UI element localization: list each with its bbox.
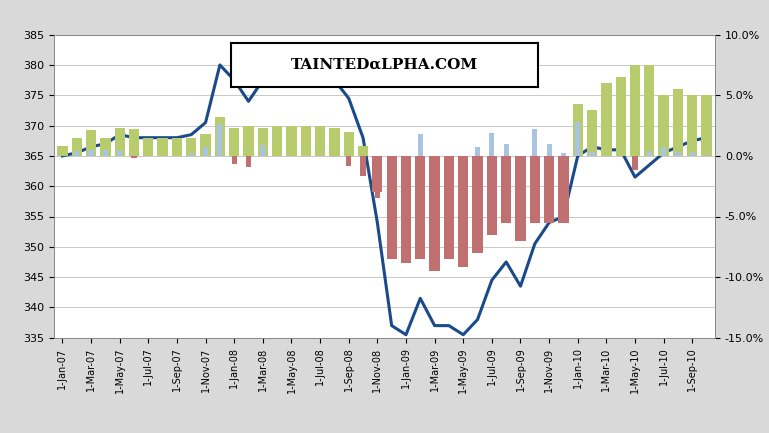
Bar <box>461 156 466 161</box>
Bar <box>315 126 325 156</box>
Bar <box>258 128 268 156</box>
Bar <box>687 95 697 156</box>
Bar <box>601 83 611 156</box>
Bar <box>286 126 297 156</box>
Bar <box>429 156 440 271</box>
Bar <box>401 156 411 262</box>
Bar <box>472 156 483 253</box>
Bar <box>215 117 225 156</box>
Bar <box>372 156 382 192</box>
Bar <box>615 77 626 156</box>
Bar <box>547 144 551 156</box>
Bar <box>129 129 139 156</box>
Bar <box>318 155 323 156</box>
Bar <box>260 145 265 156</box>
Bar <box>661 147 666 156</box>
Bar <box>358 146 368 156</box>
Bar <box>88 150 94 156</box>
Bar <box>415 156 425 259</box>
Bar <box>518 156 523 171</box>
Bar <box>558 156 568 223</box>
Bar <box>201 134 211 156</box>
Bar <box>346 156 351 165</box>
Bar <box>644 65 654 156</box>
Bar <box>704 155 709 156</box>
Bar <box>458 156 468 268</box>
Bar <box>361 156 365 177</box>
Bar <box>158 138 168 156</box>
Bar <box>475 147 480 156</box>
Bar <box>587 110 598 156</box>
Bar <box>231 156 237 165</box>
Bar <box>544 156 554 223</box>
Bar <box>404 156 408 161</box>
Bar <box>530 156 540 223</box>
Bar <box>701 95 712 156</box>
Bar <box>561 153 566 156</box>
Bar <box>243 126 254 156</box>
Bar <box>387 156 397 259</box>
Bar <box>218 124 222 156</box>
Bar <box>515 156 526 241</box>
Bar <box>229 128 239 156</box>
Bar <box>418 134 423 156</box>
Bar <box>86 130 96 156</box>
Bar <box>171 138 182 156</box>
Bar <box>658 95 669 156</box>
Bar <box>630 65 640 156</box>
Bar <box>331 156 337 157</box>
Bar <box>117 150 122 156</box>
Text: TAINTEDαLPHA.COM: TAINTEDαLPHA.COM <box>291 58 478 72</box>
Bar <box>74 151 79 156</box>
Bar <box>375 156 380 198</box>
Bar <box>188 153 194 156</box>
Bar <box>329 128 340 156</box>
Bar <box>344 132 354 156</box>
Bar <box>72 138 82 156</box>
Bar <box>504 144 509 156</box>
Bar <box>103 150 108 156</box>
Bar <box>203 147 208 156</box>
Bar <box>573 104 583 156</box>
Bar <box>647 151 652 156</box>
Bar <box>690 152 695 156</box>
Bar <box>115 128 125 156</box>
Bar <box>246 156 251 167</box>
Bar <box>389 156 394 223</box>
Bar <box>444 156 454 259</box>
Bar <box>57 146 68 156</box>
Bar <box>575 122 581 156</box>
Bar <box>272 126 282 156</box>
Bar <box>501 156 511 223</box>
Bar <box>590 152 594 156</box>
Bar <box>632 156 638 171</box>
Bar <box>489 133 494 156</box>
Bar <box>143 138 154 156</box>
Bar <box>675 152 681 156</box>
Bar <box>487 156 497 235</box>
Bar <box>673 89 683 156</box>
Bar <box>186 138 196 156</box>
Bar <box>100 138 111 156</box>
Bar <box>131 156 137 158</box>
Bar <box>432 156 438 171</box>
Bar <box>301 126 311 156</box>
Bar <box>532 129 538 156</box>
